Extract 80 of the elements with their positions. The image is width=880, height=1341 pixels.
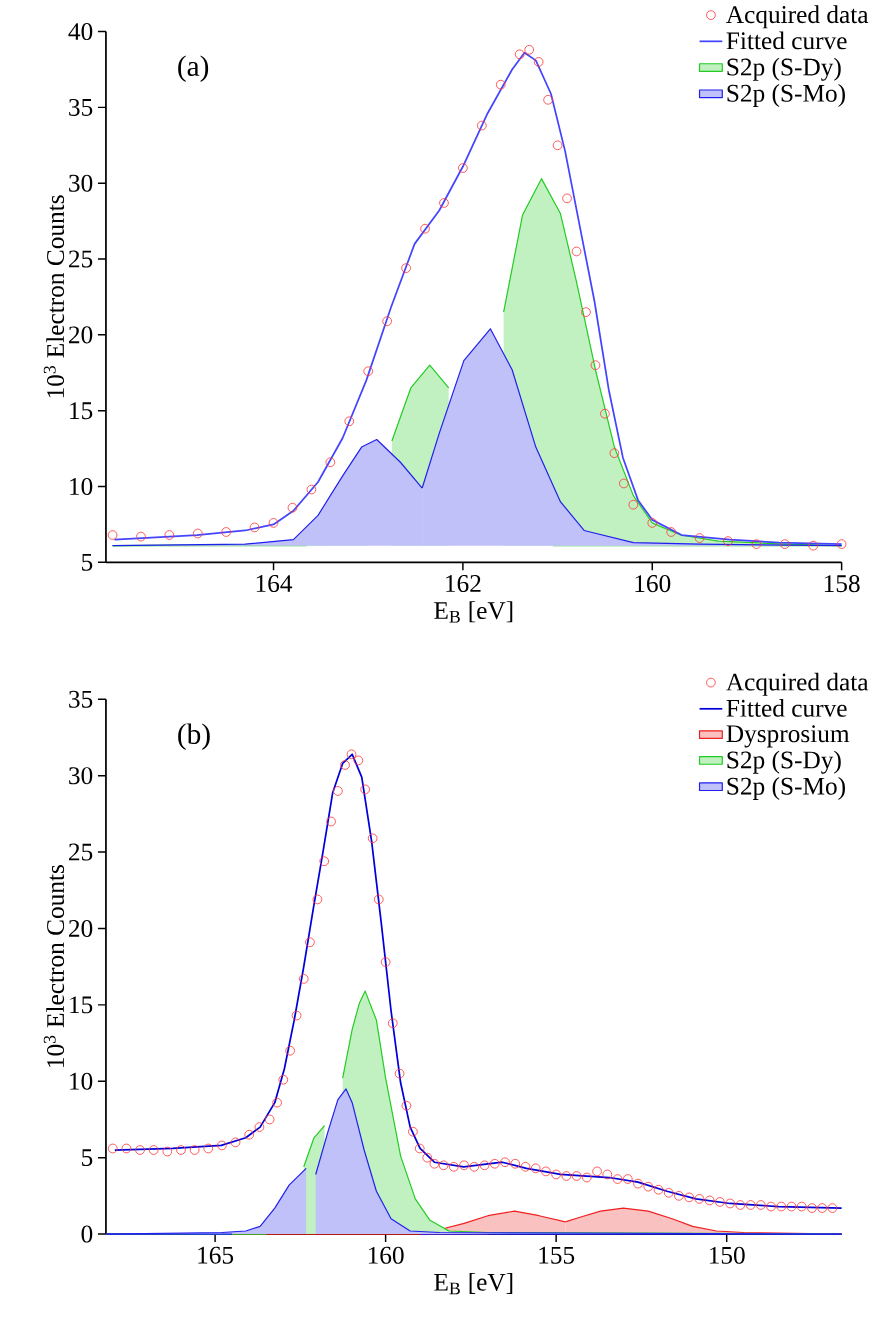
point [590, 360, 601, 370]
point [268, 518, 279, 528]
point [325, 457, 336, 468]
legend-label: Fitted curve [726, 31, 847, 50]
point [477, 120, 487, 131]
y-tick-label: 35 [69, 98, 93, 116]
y-tick-label: 5 [82, 553, 93, 571]
point [581, 307, 591, 317]
point [306, 484, 317, 495]
point [401, 263, 412, 273]
point [837, 539, 847, 549]
point [552, 140, 563, 151]
annotation: (b) [178, 723, 210, 751]
y-tick-label: 15 [70, 402, 93, 420]
y-tick-label: 25 [69, 250, 93, 268]
point [571, 246, 582, 257]
x-tick-label: 155 [539, 1246, 575, 1264]
legend-label: S2p (S-Dy) [727, 57, 841, 81]
point [458, 163, 468, 173]
x-tick-label: 164 [256, 575, 293, 593]
legend-label: Fitted curve [726, 699, 847, 717]
point [647, 518, 658, 528]
point [600, 408, 610, 419]
legend-label: S2p (S-Mo) [727, 84, 846, 107]
legend-label: Acquired data [726, 5, 869, 29]
x-axis-title: E$_{B}$ [eV] [434, 601, 513, 623]
point [723, 536, 733, 546]
x-tick-label: 150 [710, 1246, 745, 1264]
x-tick-label: 160 [369, 1246, 404, 1264]
y-tick-label: 30 [69, 174, 93, 192]
point [363, 366, 374, 377]
x-tick-label: 160 [635, 575, 671, 593]
legend-label: Acquired data [726, 672, 869, 696]
point [666, 527, 677, 537]
point [287, 502, 298, 513]
point [382, 316, 393, 327]
y-axis-title: 10$^{3}$ Electron Counts [43, 865, 65, 1067]
y-tick-label: 0 [81, 1225, 93, 1243]
point [534, 57, 544, 67]
y-tick-label: 40 [68, 23, 93, 41]
line-series [113, 51, 843, 545]
point [524, 44, 535, 55]
point [780, 539, 790, 549]
y-tick-label: 30 [69, 767, 93, 785]
y-tick-label: 20 [69, 326, 93, 344]
legend-label: S2p (S-Mo) [727, 776, 846, 800]
x-tick-label: 162 [446, 575, 481, 593]
point [249, 522, 260, 533]
point [439, 198, 449, 208]
point [619, 478, 629, 489]
point [694, 533, 705, 543]
y-tick-label: 5 [82, 1149, 93, 1167]
point [344, 416, 355, 427]
point [420, 223, 431, 234]
legend-label: S2p (S-Dy) [727, 750, 841, 774]
point [107, 530, 118, 540]
point [164, 530, 175, 540]
y-tick-label: 35 [69, 690, 93, 708]
point [808, 540, 819, 551]
point [543, 95, 554, 105]
x-tick-label: 165 [198, 1246, 234, 1264]
point [562, 193, 573, 204]
y-tick-label: 20 [69, 919, 93, 938]
y-tick-label: 25 [69, 843, 93, 861]
y-tick-label: 10 [70, 477, 93, 496]
point [136, 531, 146, 542]
annotation: (a) [178, 55, 209, 83]
point [751, 539, 762, 549]
legend-label: Dysprosium [726, 725, 850, 748]
x-tick-label: 158 [825, 575, 860, 593]
point [515, 49, 525, 60]
point [221, 527, 232, 537]
point [496, 79, 506, 90]
y-tick-label: 10 [70, 1072, 93, 1090]
x-axis-title: E$_{B}$ [eV] [434, 1273, 513, 1295]
point [193, 528, 203, 539]
y-tick-label: 15 [70, 996, 93, 1014]
point [628, 499, 639, 510]
y-axis-title: 10$^{3}$ Electron Counts [43, 195, 65, 398]
point [609, 448, 620, 458]
